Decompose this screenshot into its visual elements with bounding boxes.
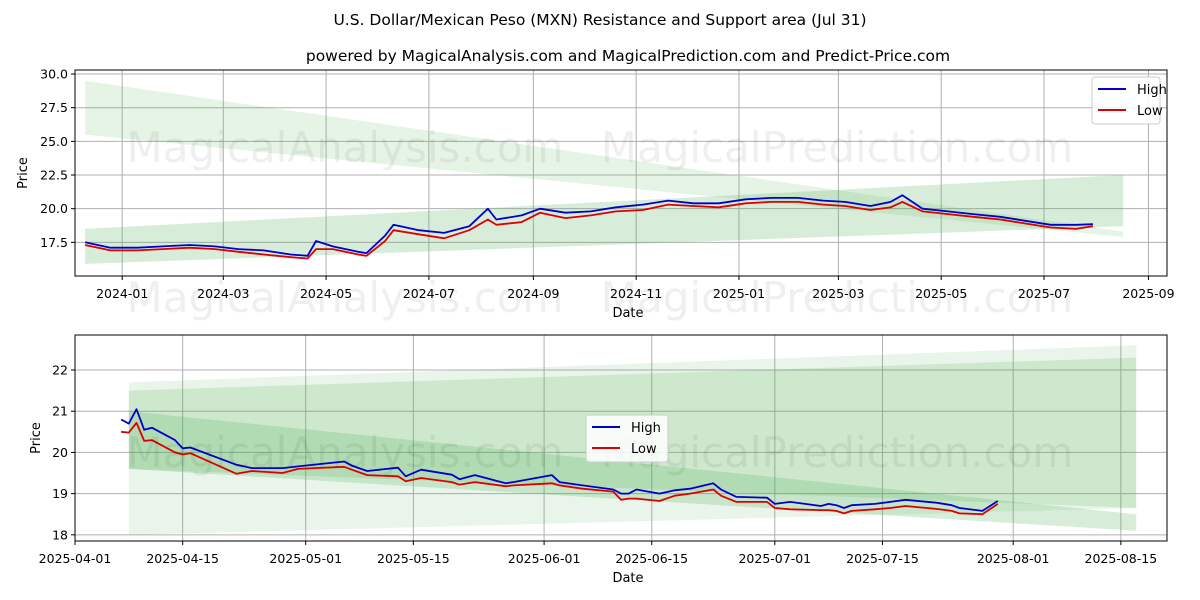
y-tick-label: 21 bbox=[52, 404, 68, 419]
bottom-legend-high-label: High bbox=[631, 421, 661, 436]
y-tick-label: 30.0 bbox=[40, 67, 68, 82]
chart-title: U.S. Dollar/Mexican Peso (MXN) Resistanc… bbox=[333, 11, 866, 29]
x-tick-label: 2025-07-01 bbox=[738, 551, 811, 566]
bottom-chart-frame bbox=[74, 334, 1168, 542]
y-tick-label: 18 bbox=[52, 527, 68, 542]
top-chart-legend: High Low bbox=[1091, 76, 1167, 125]
x-tick-label: 2025-06-01 bbox=[508, 551, 581, 566]
y-tick-label: 27.5 bbox=[40, 100, 68, 115]
chart-subtitle: powered by MagicalAnalysis.com and Magic… bbox=[306, 47, 950, 65]
y-tick-label: 20.0 bbox=[40, 201, 68, 216]
y-tick-label: 22.5 bbox=[40, 168, 68, 183]
low-series-line bbox=[121, 421, 999, 516]
bottom-chart-watermarks: MagicalAnalysis.com MagicalPrediction.co… bbox=[127, 428, 1074, 477]
bottom-legend-low-label: Low bbox=[631, 442, 657, 457]
top-chart-ticks: 17.5 20.0 22.5 25.0 27.5 30.0 2024-01 2024-03 20… bbox=[40, 67, 1174, 301]
x-tick-label: 2024-09 bbox=[507, 286, 559, 301]
x-tick-label: 2025-01 bbox=[713, 286, 765, 301]
top-chart-grid bbox=[75, 70, 1167, 276]
x-tick-label: 2024-05 bbox=[300, 286, 352, 301]
x-tick-label: 2025-07-15 bbox=[846, 551, 919, 566]
top-legend-high-label: High bbox=[1137, 83, 1167, 98]
band-1 bbox=[85, 80, 1124, 237]
x-tick-label: 2025-06-15 bbox=[615, 551, 688, 566]
x-tick-label: 2025-07 bbox=[1018, 286, 1070, 301]
bottom-chart-xlabel: Date bbox=[612, 571, 643, 586]
bottom-chart-grid bbox=[74, 335, 1167, 541]
bottom-chart-lines bbox=[120, 408, 999, 516]
top-chart-xlabel: Date bbox=[612, 306, 643, 321]
top-chart-watermarks: MagicalAnalysis.com MagicalPrediction.co… bbox=[127, 123, 1074, 322]
bottom-chart-panel: MagicalAnalysis.com MagicalPrediction.co… bbox=[29, 334, 1168, 586]
watermark-prediction-bottom: MagicalPrediction.com bbox=[601, 428, 1074, 477]
low-series-line bbox=[84, 200, 1094, 260]
bottom-chart-legend: High Low bbox=[585, 414, 669, 463]
y-tick-label: 20 bbox=[52, 445, 68, 460]
y-tick-label: 19 bbox=[52, 486, 68, 501]
x-tick-label: 2025-05-01 bbox=[269, 551, 342, 566]
high-series-line bbox=[84, 194, 1093, 257]
x-tick-label: 2025-08-15 bbox=[1085, 551, 1158, 566]
bottom-chart-ticks: 18 19 20 21 22 2025-04-01 2025-04-15 2025-05-01… bbox=[39, 363, 1158, 566]
y-tick-label: 25.0 bbox=[40, 134, 68, 149]
x-tick-label: 2025-09 bbox=[1122, 286, 1174, 301]
x-tick-label: 2024-07 bbox=[403, 286, 455, 301]
watermark-analysis-bottom: MagicalAnalysis.com bbox=[127, 428, 564, 477]
watermark-analysis-lower: MagicalAnalysis.com bbox=[127, 273, 564, 322]
x-tick-label: 2025-05-15 bbox=[377, 551, 450, 566]
top-chart-ylabel: Price bbox=[16, 157, 31, 189]
top-chart-panel: MagicalAnalysis.com MagicalPrediction.co… bbox=[16, 67, 1175, 322]
bottom-chart-ylabel: Price bbox=[29, 422, 44, 454]
y-tick-label: 22 bbox=[52, 363, 68, 378]
x-tick-label: 2025-04-15 bbox=[146, 551, 219, 566]
top-legend-low-label: Low bbox=[1137, 104, 1163, 119]
y-tick-label: 17.5 bbox=[40, 235, 68, 250]
watermark-analysis: MagicalAnalysis.com bbox=[127, 123, 564, 172]
x-tick-label: 2024-11 bbox=[610, 286, 662, 301]
top-chart-frame bbox=[74, 69, 1168, 277]
top-chart-lines bbox=[84, 194, 1094, 260]
band-2 bbox=[85, 175, 1124, 264]
band-3 bbox=[128, 411, 1137, 531]
x-tick-label: 2024-03 bbox=[197, 286, 249, 301]
watermark-prediction: MagicalPrediction.com bbox=[601, 123, 1074, 172]
x-tick-label: 2024-01 bbox=[96, 286, 148, 301]
x-tick-label: 2025-03 bbox=[812, 286, 864, 301]
x-tick-label: 2025-04-01 bbox=[39, 551, 112, 566]
x-tick-label: 2025-08-01 bbox=[977, 551, 1050, 566]
top-chart-bands bbox=[85, 80, 1124, 264]
watermark-prediction-lower: MagicalPrediction.com bbox=[601, 273, 1074, 322]
x-tick-label: 2025-05 bbox=[915, 286, 967, 301]
high-series-line bbox=[120, 408, 999, 512]
